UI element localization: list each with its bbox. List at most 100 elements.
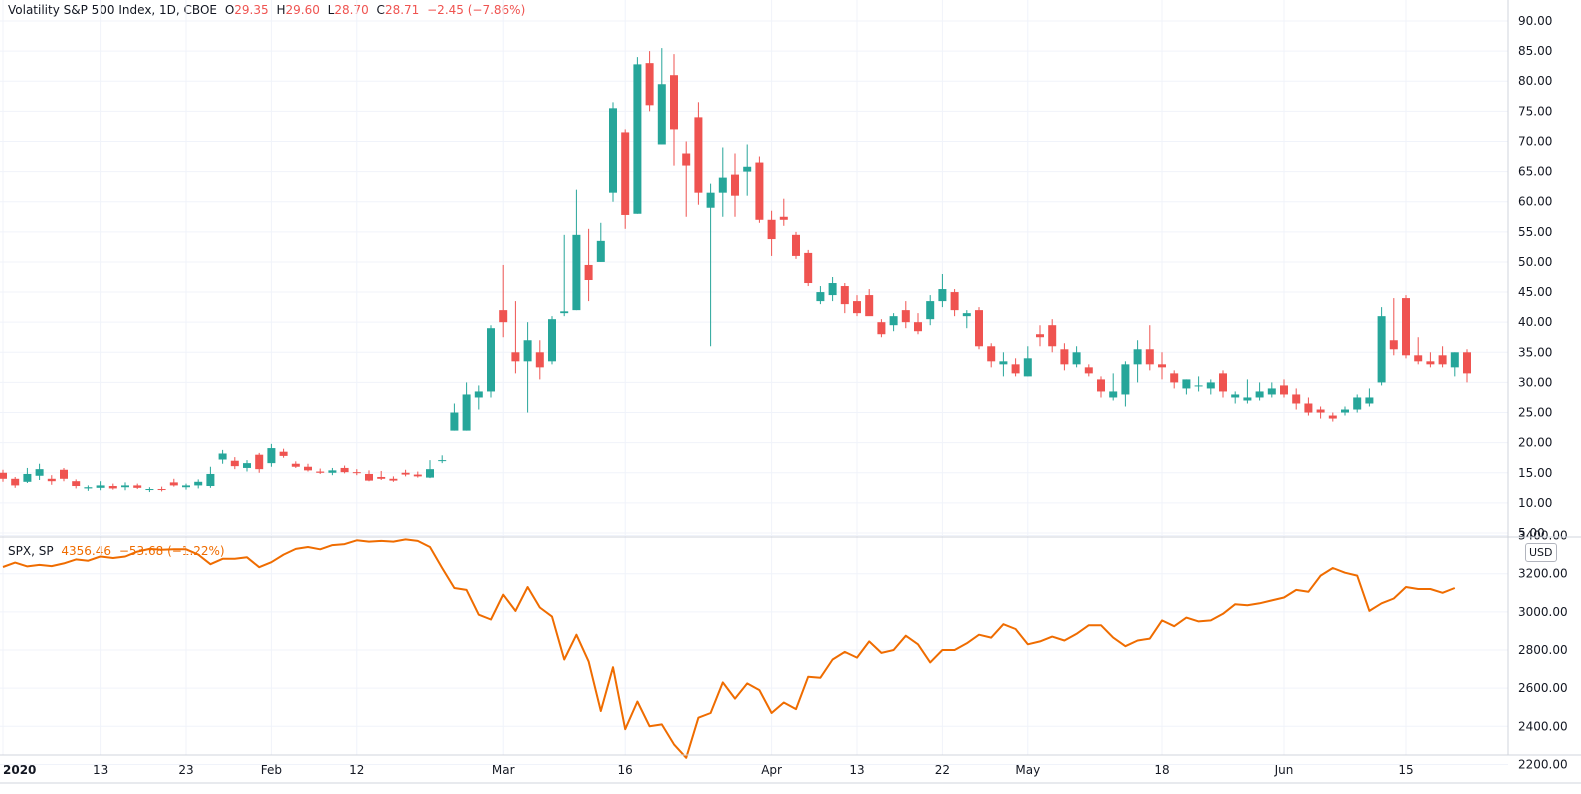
candle: [865, 289, 874, 317]
candle: [767, 210, 776, 256]
candle-body: [1109, 391, 1118, 398]
candle-body: [560, 311, 569, 314]
candle: [328, 467, 337, 476]
candle: [1219, 370, 1227, 398]
y-tick-label-spx: 2200.00: [1518, 757, 1568, 771]
x-tick-label: Apr: [761, 763, 782, 777]
candle-body: [255, 454, 264, 470]
candle-body: [767, 219, 776, 240]
candle: [657, 48, 666, 145]
x-tick-label: Jun: [1274, 763, 1294, 777]
candle-body: [975, 310, 983, 347]
y-tick-label-vix: 60.00: [1518, 195, 1552, 209]
candle-body: [621, 132, 630, 215]
candle: [560, 234, 569, 317]
candle: [1450, 352, 1459, 377]
candle-body: [157, 489, 166, 491]
legend-spx-value: 4356.46: [61, 544, 112, 558]
candle: [926, 295, 935, 326]
candle: [731, 153, 739, 217]
x-tick-label: 18: [1154, 763, 1169, 777]
candle-body: [1341, 409, 1349, 413]
candle: [901, 301, 910, 329]
candle-body: [206, 473, 215, 487]
candle: [60, 467, 68, 482]
y-tick-label-vix: 90.00: [1518, 14, 1552, 28]
legend-vix-title: Volatility S&P 500 Index, 1D, CBOE: [8, 3, 217, 17]
candle-body: [1231, 394, 1240, 398]
candle: [0, 469, 7, 482]
y-tick-label-vix: 50.00: [1518, 255, 1552, 269]
candle-body: [1121, 364, 1130, 395]
candle: [194, 479, 203, 489]
candle: [133, 483, 142, 490]
candle-body: [145, 489, 154, 491]
candle: [47, 475, 56, 485]
candle-body: [987, 346, 996, 362]
candle: [877, 319, 886, 338]
candle-body: [328, 470, 337, 473]
candle-body: [1206, 382, 1215, 389]
candle-body: [572, 234, 581, 311]
candle: [670, 54, 678, 166]
candle: [1133, 340, 1142, 383]
candle: [35, 463, 44, 480]
candle-body: [511, 352, 520, 362]
candle-body: [1402, 298, 1410, 356]
candle: [1243, 379, 1252, 404]
y-tick-label-vix: 30.00: [1518, 375, 1552, 389]
candle: [1365, 388, 1374, 407]
x-tick-label: Feb: [261, 763, 282, 777]
candle-body: [1353, 397, 1362, 410]
candle: [694, 102, 703, 205]
candle-body: [1426, 361, 1435, 365]
candle-body: [499, 310, 508, 323]
candle: [11, 476, 20, 488]
candle: [108, 483, 117, 490]
candle-body: [352, 472, 361, 474]
candle-body: [962, 313, 971, 317]
candle-body: [401, 472, 410, 475]
spx-line: [2, 538, 1456, 759]
candle-body: [291, 463, 300, 467]
candle: [474, 385, 483, 410]
candle: [987, 343, 996, 368]
candle: [389, 476, 398, 482]
x-tick-label: Mar: [492, 763, 515, 777]
candle: [779, 198, 788, 226]
candle-body: [1219, 373, 1227, 392]
candle: [633, 57, 642, 214]
candle: [279, 448, 288, 458]
y-tick-label-vix: 15.00: [1518, 466, 1552, 480]
candle-body: [426, 469, 434, 478]
candle: [1084, 364, 1093, 377]
candle-body: [462, 394, 471, 431]
candle-body: [1060, 349, 1069, 365]
y-tick-label-vix: 35.00: [1518, 345, 1552, 359]
candle-body: [1097, 379, 1105, 392]
candle-body: [279, 451, 288, 456]
candle: [438, 455, 447, 464]
currency-badge[interactable]: USD: [1525, 543, 1557, 562]
candle-body: [1377, 316, 1386, 383]
candle: [1304, 397, 1313, 416]
candle: [828, 277, 837, 302]
y-tick-label-spx: 2600.00: [1518, 681, 1568, 695]
candle: [218, 449, 227, 464]
candle-body: [0, 472, 7, 479]
candle: [1194, 376, 1203, 392]
candle: [523, 322, 532, 413]
candle-body: [609, 108, 617, 193]
x-tick-label: 13: [849, 763, 864, 777]
legend-vix-close: C28.71: [377, 3, 420, 17]
legend-vix-low: L28.70: [328, 3, 369, 17]
candle-body: [926, 301, 935, 320]
candle-body: [1292, 394, 1301, 404]
y-tick-label-vix: 55.00: [1518, 225, 1552, 239]
candle: [255, 452, 264, 473]
candle: [1231, 391, 1240, 404]
candle: [499, 264, 508, 338]
candle-body: [450, 412, 459, 431]
